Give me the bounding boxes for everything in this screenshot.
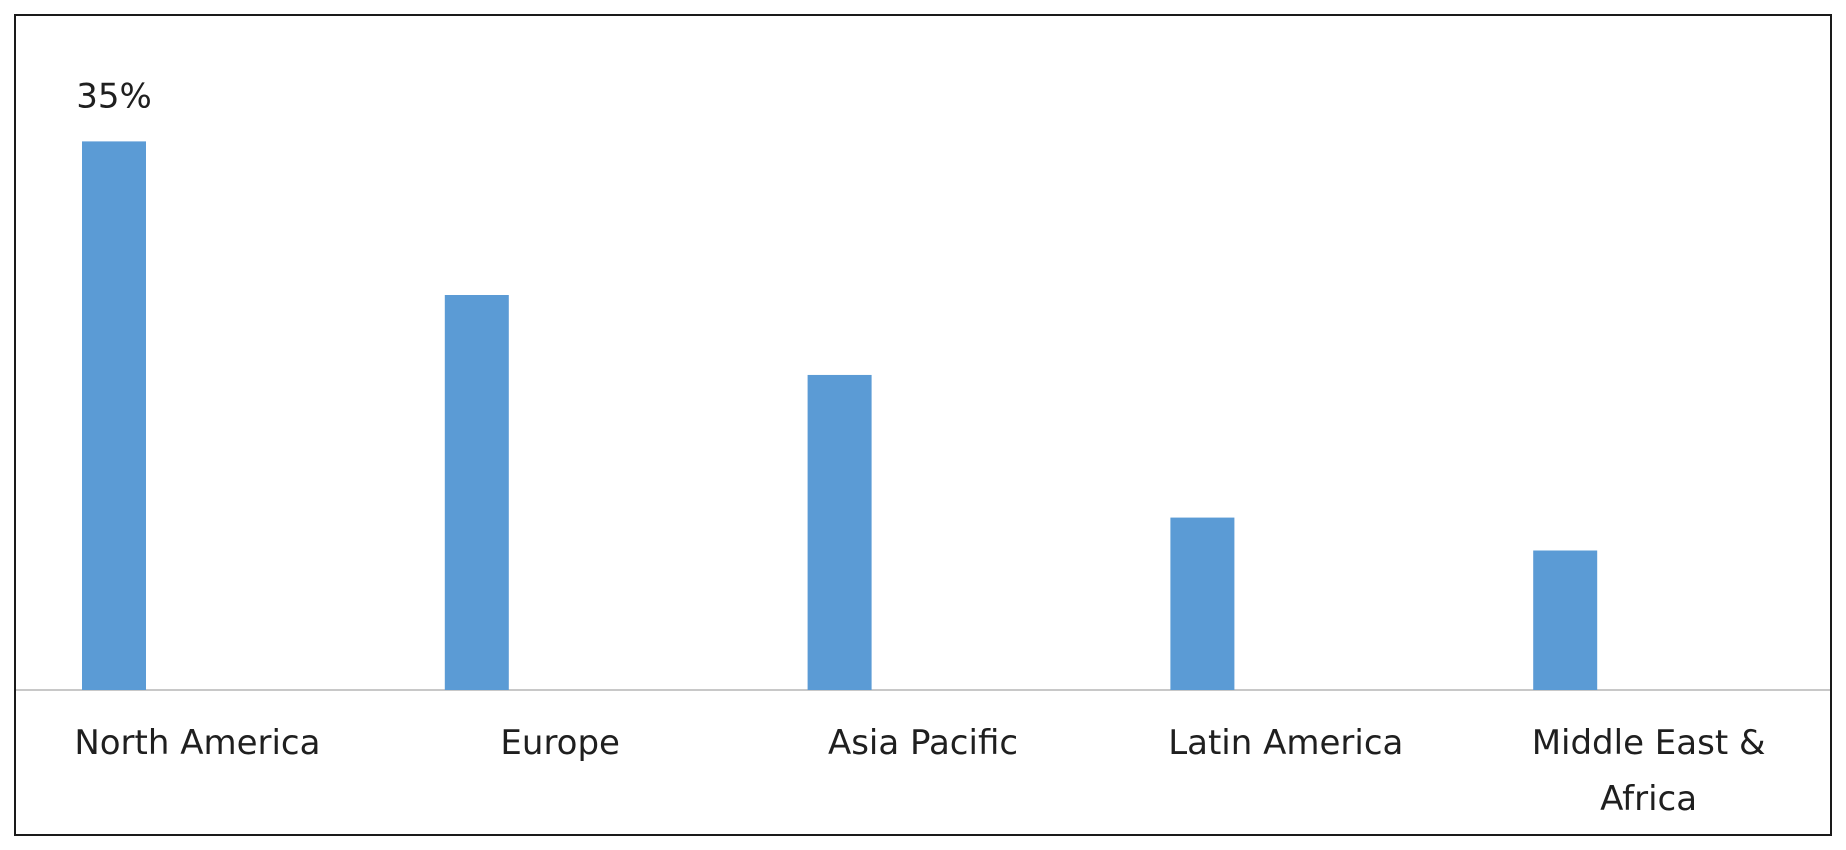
- category-label-4: Middle East & Africa: [1532, 723, 1766, 819]
- bar-group: [82, 141, 1598, 690]
- bar-chart: 35% North America Europe Asia Pacific Latin…: [16, 76, 1830, 819]
- category-label-line: North America: [74, 723, 320, 763]
- category-label-2: Asia Pacific: [828, 723, 1018, 763]
- category-label-line: Latin America: [1168, 723, 1403, 763]
- bar-3: [1170, 517, 1235, 690]
- category-label-line: Europe: [500, 723, 620, 763]
- category-label-line: Africa: [1600, 779, 1697, 819]
- category-label-0: North America: [74, 723, 320, 763]
- category-label-group: North America Europe Asia Pacific Latin Ame…: [74, 723, 1765, 819]
- bar-4: [1533, 550, 1598, 690]
- data-label-0: 35%: [76, 76, 152, 116]
- bar-2: [807, 374, 872, 690]
- bar-1: [444, 295, 509, 690]
- category-label-line: Middle East &: [1532, 723, 1766, 763]
- data-label-group: 35%: [76, 76, 152, 116]
- category-label-1: Europe: [500, 723, 620, 763]
- bar-0: [82, 141, 146, 690]
- category-label-3: Latin America: [1168, 723, 1403, 763]
- category-label-line: Asia Pacific: [828, 723, 1018, 763]
- chart-frame: 35% North America Europe Asia Pacific Latin…: [14, 14, 1832, 836]
